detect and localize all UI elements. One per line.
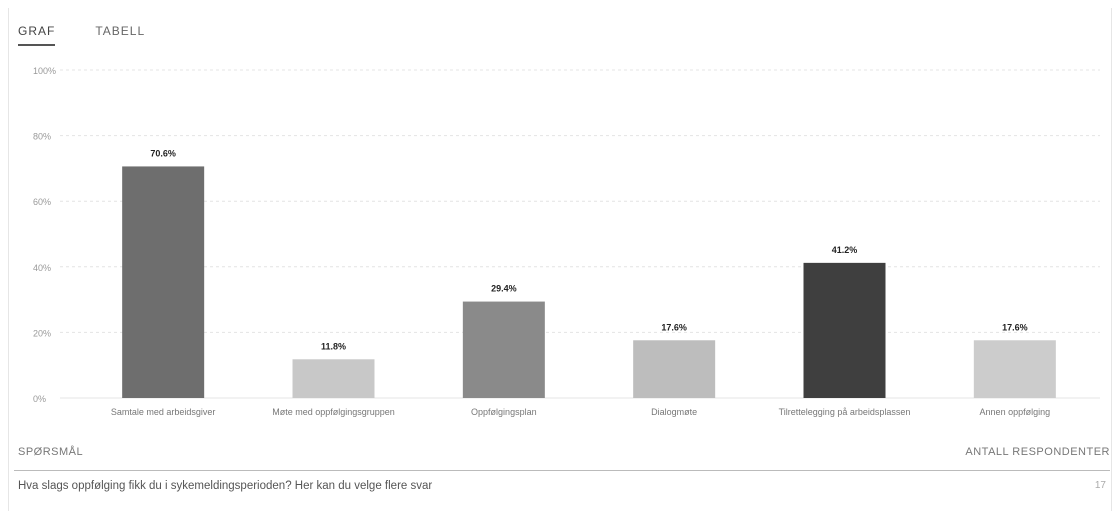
- question-row: Hva slags oppfølging fikk du i sykemeldi…: [18, 480, 1110, 500]
- x-tick-label: Tilrettelegging på arbeidsplassen: [779, 407, 911, 417]
- bar-value-label: 29.4%: [491, 284, 517, 294]
- tab-tabell[interactable]: TABELL: [95, 24, 146, 38]
- y-tick-label: 60%: [33, 197, 51, 207]
- bar-value-label: 17.6%: [1002, 322, 1028, 332]
- bar: [803, 262, 886, 398]
- bar-value-label: 41.2%: [832, 245, 858, 255]
- x-tick-label: Oppfølgingsplan: [471, 407, 537, 417]
- bar: [462, 301, 545, 398]
- footer-header: SPØRSMÅL ANTALL RESPONDENTER: [18, 446, 1110, 466]
- x-tick-label: Annen oppfølging: [980, 407, 1051, 417]
- question-text: Hva slags oppfølging fikk du i sykemeldi…: [18, 480, 433, 492]
- bar: [633, 340, 716, 398]
- x-tick-label: Dialogmøte: [651, 407, 697, 417]
- bar-chart: 0% 20% 40% 60% 80% 100% 70.6% Samtale med arbei…: [0, 58, 1118, 430]
- x-tick-label: Samtale med arbeidsgiver: [111, 407, 216, 417]
- bar-value-label: 70.6%: [150, 148, 176, 158]
- bar-value-label: 11.8%: [321, 341, 346, 351]
- respondents-header: ANTALL RESPONDENTER: [965, 446, 1110, 458]
- y-tick-label: 40%: [33, 263, 51, 273]
- y-tick-label: 80%: [33, 132, 51, 142]
- y-tick-label: 0%: [33, 394, 46, 404]
- y-tick-label: 100%: [33, 66, 56, 76]
- question-header: SPØRSMÅL: [18, 446, 84, 458]
- x-tick-label: Møte med oppfølgingsgruppen: [272, 407, 395, 417]
- bar: [292, 359, 375, 398]
- respondents-count: 17: [1094, 480, 1106, 491]
- view-tabs: GRAF TABELL: [18, 24, 145, 46]
- chart-panel: [8, 8, 1112, 511]
- y-tick-label: 20%: [33, 328, 51, 338]
- bar: [973, 340, 1056, 398]
- bar: [122, 166, 205, 398]
- bar-value-label: 17.6%: [661, 322, 687, 332]
- bar-chart-svg: 0% 20% 40% 60% 80% 100% 70.6% Samtale med arbei…: [33, 66, 1100, 417]
- tab-graf[interactable]: GRAF: [18, 24, 56, 46]
- footer-divider: [14, 470, 1110, 471]
